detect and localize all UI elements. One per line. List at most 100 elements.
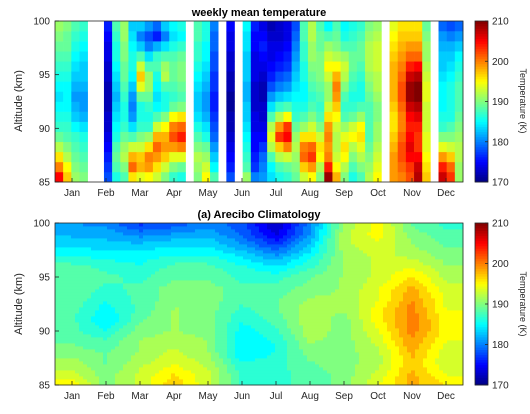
heatmap-cell bbox=[357, 31, 365, 41]
contour-cell bbox=[67, 274, 71, 277]
contour-cell bbox=[167, 301, 171, 304]
heatmap-cell bbox=[120, 71, 128, 81]
contour-cell bbox=[131, 250, 135, 253]
top-y-tick-label: 85 bbox=[39, 178, 51, 189]
contour-cell bbox=[131, 274, 135, 277]
heatmap-cell bbox=[398, 21, 406, 31]
contour-cell bbox=[195, 226, 199, 229]
contour-cell bbox=[203, 331, 207, 334]
contour-cell bbox=[223, 322, 227, 325]
contour-cell bbox=[63, 247, 67, 250]
heatmap-cell bbox=[316, 152, 324, 162]
contour-cell bbox=[355, 367, 359, 370]
heatmap-cell bbox=[153, 142, 161, 152]
contour-cell bbox=[71, 277, 75, 280]
contour-cell bbox=[159, 301, 163, 304]
heatmap-cell bbox=[63, 61, 71, 71]
contour-cell bbox=[227, 298, 231, 301]
contour-cell bbox=[331, 286, 335, 289]
contour-cell bbox=[67, 283, 71, 286]
contour-cell bbox=[263, 328, 267, 331]
contour-cell bbox=[111, 247, 115, 250]
contour-cell bbox=[231, 376, 235, 379]
contour-cell bbox=[291, 256, 295, 259]
contour-cell bbox=[131, 244, 135, 247]
contour-cell bbox=[299, 274, 303, 277]
contour-cell bbox=[59, 358, 63, 361]
contour-cell bbox=[171, 292, 175, 295]
contour-cell bbox=[151, 343, 155, 346]
contour-cell bbox=[359, 268, 363, 271]
contour-cell bbox=[335, 268, 339, 271]
contour-cell bbox=[95, 358, 99, 361]
contour-cell bbox=[119, 358, 123, 361]
contour-cell bbox=[211, 265, 215, 268]
heatmap-cell bbox=[292, 91, 300, 101]
heatmap-cell bbox=[316, 61, 324, 71]
heatmap-cell bbox=[226, 41, 234, 51]
contour-cell bbox=[195, 343, 199, 346]
contour-cell bbox=[155, 304, 159, 307]
contour-cell bbox=[127, 325, 131, 328]
heatmap-cell bbox=[406, 112, 414, 122]
contour-cell bbox=[315, 370, 319, 373]
contour-cell bbox=[251, 322, 255, 325]
heatmap-cell bbox=[251, 112, 259, 122]
contour-cell bbox=[99, 346, 103, 349]
contour-cell bbox=[279, 316, 283, 319]
contour-cell bbox=[115, 370, 119, 373]
heatmap-cell bbox=[194, 112, 202, 122]
heatmap-cell bbox=[79, 142, 87, 152]
contour-cell bbox=[79, 361, 83, 364]
contour-cell bbox=[123, 235, 127, 238]
contour-cell bbox=[103, 358, 107, 361]
heatmap-cell bbox=[71, 81, 79, 91]
contour-cell bbox=[279, 379, 283, 382]
contour-cell bbox=[275, 322, 279, 325]
contour-cell bbox=[99, 352, 103, 355]
contour-cell bbox=[107, 319, 111, 322]
contour-cell bbox=[191, 298, 195, 301]
contour-cell bbox=[119, 310, 123, 313]
contour-cell bbox=[95, 367, 99, 370]
contour-cell bbox=[235, 259, 239, 262]
contour-cell bbox=[227, 301, 231, 304]
top-y-tick-label: 90 bbox=[39, 124, 51, 135]
contour-cell bbox=[235, 238, 239, 241]
heatmap-cell bbox=[398, 102, 406, 112]
contour-cell bbox=[235, 277, 239, 280]
contour-cell bbox=[171, 253, 175, 256]
contour-cell bbox=[87, 367, 91, 370]
contour-cell bbox=[123, 346, 127, 349]
contour-cell bbox=[215, 349, 219, 352]
heatmap-cell bbox=[259, 142, 267, 152]
contour-cell bbox=[155, 316, 159, 319]
contour-cell bbox=[355, 295, 359, 298]
contour-cell bbox=[143, 376, 147, 379]
contour-cell bbox=[347, 229, 351, 232]
heatmap-cell bbox=[267, 21, 275, 31]
contour-cell bbox=[115, 334, 119, 337]
contour-cell bbox=[267, 322, 271, 325]
contour-cell bbox=[55, 289, 59, 292]
contour-cell bbox=[55, 313, 59, 316]
contour-cell bbox=[91, 310, 95, 313]
contour-cell bbox=[143, 304, 147, 307]
contour-cell bbox=[203, 346, 207, 349]
contour-cell bbox=[87, 232, 91, 235]
contour-cell bbox=[211, 256, 215, 259]
contour-cell bbox=[171, 244, 175, 247]
contour-cell bbox=[263, 376, 267, 379]
contour-cell bbox=[95, 364, 99, 367]
contour-cell bbox=[203, 232, 207, 235]
contour-cell bbox=[239, 307, 243, 310]
heatmap-cell bbox=[128, 112, 136, 122]
contour-cell bbox=[99, 349, 103, 352]
contour-cell bbox=[175, 307, 179, 310]
contour-cell bbox=[203, 295, 207, 298]
contour-cell bbox=[63, 250, 67, 253]
contour-cell bbox=[251, 295, 255, 298]
contour-cell bbox=[211, 238, 215, 241]
contour-cell bbox=[223, 367, 227, 370]
top-colorbar-segment bbox=[475, 89, 488, 92]
